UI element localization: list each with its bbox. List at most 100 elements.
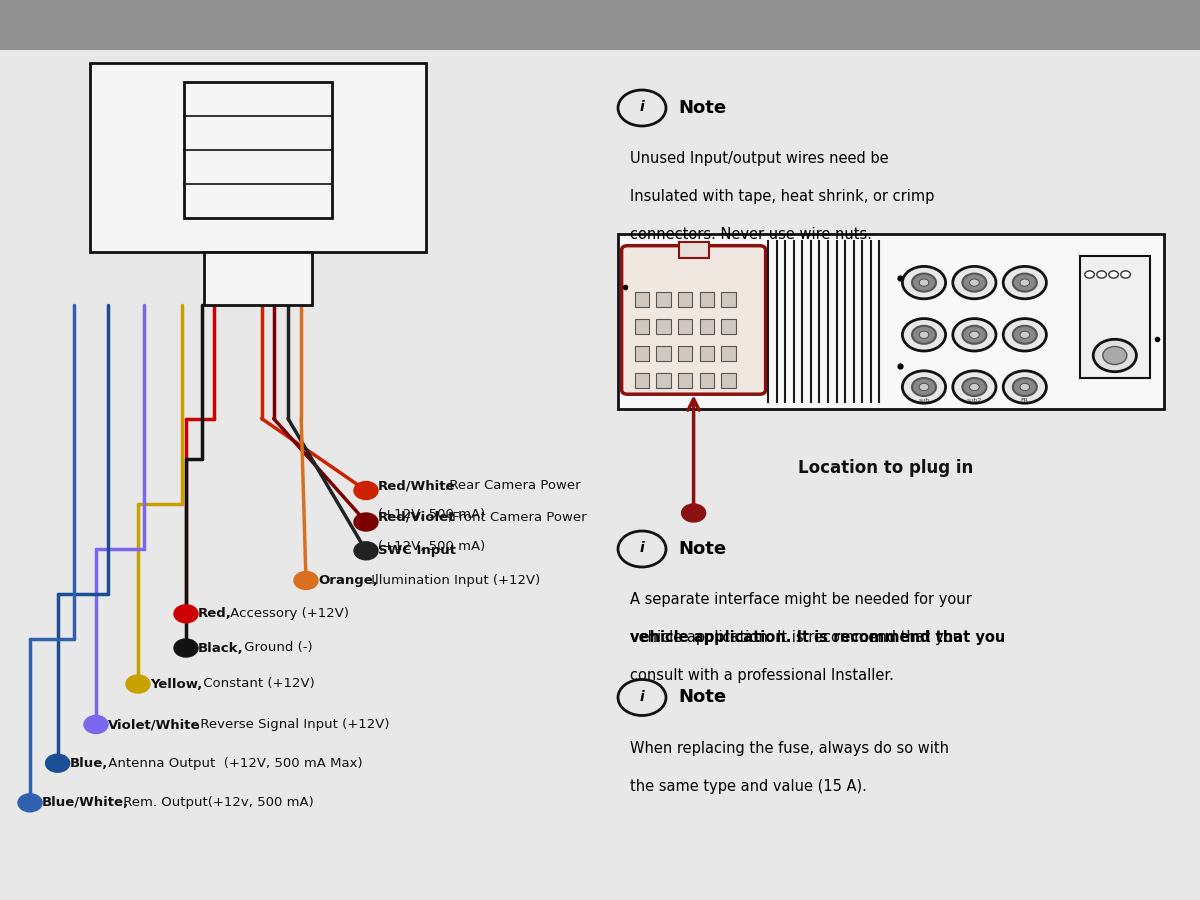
Text: consult with a professional Installer.: consult with a professional Installer. — [630, 668, 894, 683]
Circle shape — [962, 274, 986, 292]
Text: sub: sub — [918, 398, 930, 403]
Text: Illumination Input (+12V): Illumination Input (+12V) — [367, 574, 540, 587]
Text: vehicle application. It is recommend that you: vehicle application. It is recommend tha… — [630, 630, 962, 645]
Circle shape — [970, 383, 979, 391]
Bar — [1080, 256, 1150, 378]
FancyBboxPatch shape — [622, 246, 766, 394]
Circle shape — [1085, 271, 1094, 278]
Circle shape — [174, 605, 198, 623]
Text: Location to plug in: Location to plug in — [798, 459, 973, 477]
Bar — [679, 242, 709, 258]
Bar — [635, 292, 649, 307]
Bar — [204, 252, 312, 305]
Text: SWC Input: SWC Input — [378, 544, 456, 557]
Text: Antenna Output  (+12V, 500 mA Max): Antenna Output (+12V, 500 mA Max) — [104, 757, 364, 770]
Circle shape — [84, 716, 108, 733]
Bar — [656, 292, 671, 307]
Circle shape — [618, 531, 666, 567]
Circle shape — [1013, 274, 1037, 292]
Text: Red,: Red, — [198, 608, 232, 620]
Circle shape — [912, 378, 936, 396]
Circle shape — [1020, 383, 1030, 391]
Circle shape — [953, 319, 996, 351]
Text: Ground (-): Ground (-) — [240, 642, 312, 654]
Text: i: i — [640, 689, 644, 704]
Bar — [635, 374, 649, 388]
Text: Accessory (+12V): Accessory (+12V) — [226, 608, 349, 620]
Circle shape — [919, 279, 929, 286]
Text: Note: Note — [678, 540, 726, 558]
Circle shape — [1093, 339, 1136, 372]
Bar — [635, 320, 649, 334]
Circle shape — [1103, 346, 1127, 364]
Bar — [721, 292, 736, 307]
Bar — [618, 234, 1164, 410]
Bar — [678, 374, 692, 388]
Circle shape — [902, 371, 946, 403]
Circle shape — [294, 572, 318, 590]
Circle shape — [953, 371, 996, 403]
Circle shape — [953, 266, 996, 299]
Text: sub2: sub2 — [967, 398, 982, 403]
Circle shape — [46, 754, 70, 772]
Bar — [721, 374, 736, 388]
Circle shape — [912, 326, 936, 344]
Circle shape — [18, 794, 42, 812]
Bar — [656, 374, 671, 388]
Bar — [656, 320, 671, 334]
Text: Blue,: Blue, — [70, 757, 108, 770]
Bar — [700, 292, 714, 307]
Bar — [721, 346, 736, 361]
Circle shape — [1020, 279, 1030, 286]
Text: Yellow,: Yellow, — [150, 678, 203, 690]
Circle shape — [970, 279, 979, 286]
Text: Violet/White: Violet/White — [108, 718, 200, 731]
Circle shape — [962, 378, 986, 396]
Circle shape — [912, 274, 936, 292]
Circle shape — [902, 266, 946, 299]
Circle shape — [1121, 271, 1130, 278]
Circle shape — [618, 680, 666, 716]
Text: Rem. Output(+12v, 500 mA): Rem. Output(+12v, 500 mA) — [119, 796, 313, 809]
Text: Insulated with tape, heat shrink, or crimp: Insulated with tape, heat shrink, or cri… — [630, 189, 935, 204]
Text: ,Front Camera Power: ,Front Camera Power — [448, 511, 587, 524]
Text: Blue/White,: Blue/White, — [42, 796, 130, 809]
Text: i: i — [640, 541, 644, 555]
Bar — [678, 320, 692, 334]
Bar — [700, 374, 714, 388]
Circle shape — [354, 482, 378, 500]
Text: Unused Input/output wires need be: Unused Input/output wires need be — [630, 151, 889, 166]
Text: A separate interface might be needed for your: A separate interface might be needed for… — [630, 592, 972, 608]
Circle shape — [919, 331, 929, 338]
Circle shape — [919, 383, 929, 391]
Text: (+12V, 500 mA): (+12V, 500 mA) — [378, 540, 485, 553]
Bar — [0, 0, 1200, 50]
Circle shape — [1013, 378, 1037, 396]
Circle shape — [970, 331, 979, 338]
Circle shape — [1097, 271, 1106, 278]
Text: Note: Note — [678, 688, 726, 706]
Circle shape — [962, 326, 986, 344]
Bar — [678, 292, 692, 307]
Circle shape — [1020, 331, 1030, 338]
Bar — [700, 320, 714, 334]
Bar — [721, 320, 736, 334]
Text: i: i — [640, 100, 644, 114]
Bar — [90, 63, 426, 252]
Bar — [656, 346, 671, 361]
Circle shape — [126, 675, 150, 693]
Text: the same type and value (15 A).: the same type and value (15 A). — [630, 778, 866, 794]
Text: Constant (+12V): Constant (+12V) — [199, 678, 314, 690]
Text: Note: Note — [678, 99, 726, 117]
Text: FR: FR — [1021, 398, 1028, 403]
Text: Red/Violet: Red/Violet — [378, 511, 455, 524]
Circle shape — [1003, 319, 1046, 351]
Text: vehicle application. It is recommend that you: vehicle application. It is recommend tha… — [630, 630, 1006, 645]
Circle shape — [1003, 266, 1046, 299]
Circle shape — [1109, 271, 1118, 278]
Bar — [184, 82, 332, 218]
Bar — [635, 346, 649, 361]
Circle shape — [902, 319, 946, 351]
Bar — [678, 346, 692, 361]
Circle shape — [354, 513, 378, 531]
